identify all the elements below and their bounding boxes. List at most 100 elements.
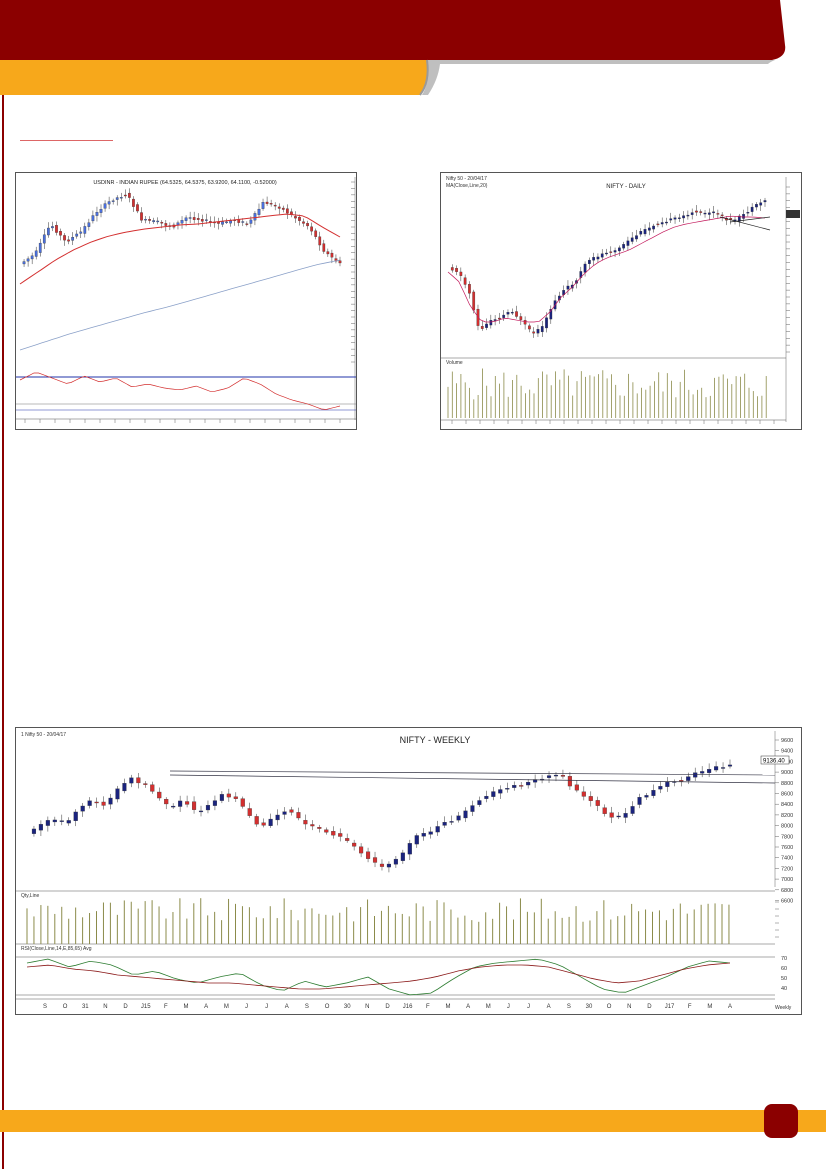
candle-body bbox=[75, 233, 79, 237]
candle-body bbox=[515, 311, 518, 317]
candle-body bbox=[596, 256, 600, 260]
candle-body bbox=[314, 230, 318, 237]
candle-body bbox=[257, 208, 261, 215]
candle-body bbox=[66, 820, 71, 824]
candle-body bbox=[523, 320, 527, 325]
candle-body bbox=[83, 226, 87, 234]
candle-body bbox=[281, 207, 285, 210]
nifty-weekly-period-label: Weekly bbox=[775, 1005, 792, 1011]
candle-body bbox=[506, 312, 510, 315]
page-number-badge bbox=[764, 1104, 798, 1138]
date-tick-label: O bbox=[63, 1004, 68, 1010]
date-tick-label: S bbox=[43, 1004, 47, 1010]
candle-body bbox=[164, 223, 168, 226]
candle-body bbox=[31, 828, 37, 834]
candle-body bbox=[150, 784, 155, 792]
rsi-tick-label: 50 bbox=[781, 976, 787, 982]
candle-body bbox=[637, 797, 642, 805]
candle-body bbox=[618, 247, 621, 252]
usdinr-date-axis bbox=[16, 418, 356, 423]
candle-body bbox=[129, 777, 134, 784]
candle-body bbox=[196, 218, 200, 220]
candle-body bbox=[682, 215, 685, 219]
candle-body bbox=[755, 204, 758, 208]
price-tick-label: 9400 bbox=[781, 749, 793, 755]
candle-body bbox=[600, 253, 604, 258]
candle-body bbox=[707, 212, 711, 215]
date-tick-label: N bbox=[365, 1004, 369, 1010]
nifty-daily-ma-label: MA(Close,Line,20) bbox=[446, 183, 488, 189]
candle-body bbox=[660, 222, 664, 225]
candle-body bbox=[463, 810, 468, 819]
nifty-weekly-volume-label: Qty,Line bbox=[21, 893, 39, 899]
price-tick-label: 8200 bbox=[781, 813, 793, 819]
candle-body bbox=[310, 824, 315, 827]
usdinr-ma-long bbox=[19, 259, 341, 351]
candle-body bbox=[345, 838, 350, 841]
rsi-average bbox=[26, 962, 731, 990]
candle-body bbox=[643, 229, 647, 235]
candle-body bbox=[400, 852, 405, 861]
candle-body bbox=[512, 785, 517, 788]
nifty-daily-trendline bbox=[729, 216, 771, 223]
candle-body bbox=[613, 250, 617, 253]
price-tick-label: 7600 bbox=[781, 845, 793, 851]
candle-body bbox=[67, 239, 70, 242]
candle-body bbox=[164, 798, 169, 805]
candle-body bbox=[372, 857, 378, 863]
date-tick-label: J bbox=[507, 1004, 510, 1010]
candle-body bbox=[472, 291, 476, 311]
candle-body bbox=[205, 805, 211, 811]
candle-body bbox=[101, 801, 106, 806]
rsi-line bbox=[26, 958, 731, 996]
candle-body bbox=[510, 311, 514, 314]
candle-body bbox=[115, 788, 120, 800]
date-tick-label: S bbox=[567, 1004, 571, 1010]
candle-body bbox=[240, 798, 245, 807]
candle-body bbox=[107, 201, 111, 205]
candle-body bbox=[493, 319, 497, 321]
candle-body bbox=[55, 225, 58, 233]
nifty-weekly-header: 1 Nifty 50 - 20/04/17 bbox=[21, 732, 66, 738]
date-tick-label: F bbox=[164, 1004, 168, 1010]
candle-body bbox=[188, 217, 192, 219]
candle-body bbox=[128, 192, 131, 198]
candle-body bbox=[225, 221, 228, 224]
trendline-resistance bbox=[169, 770, 776, 776]
candle-body bbox=[221, 221, 224, 225]
last-price-label: 9136.40 bbox=[763, 759, 785, 765]
date-tick-label: O bbox=[607, 1004, 612, 1010]
candle-body bbox=[485, 323, 488, 328]
candle-body bbox=[712, 211, 715, 214]
candle-body bbox=[505, 788, 510, 790]
candle-body bbox=[63, 235, 66, 241]
usdinr-oscillator bbox=[16, 372, 356, 411]
candle-body bbox=[519, 316, 523, 320]
nifty-daily-lines bbox=[447, 215, 771, 323]
candle-body bbox=[669, 218, 673, 221]
date-tick-label: M bbox=[224, 1004, 229, 1010]
price-tick-label: 8400 bbox=[781, 802, 793, 808]
candle-body bbox=[560, 775, 566, 777]
date-tick-label: M bbox=[707, 1004, 712, 1010]
nifty-daily-chart: Nifty 50 - 20/04/17 MA(Close,Line,20) NI… bbox=[440, 172, 802, 430]
candle-body bbox=[42, 234, 46, 244]
candle-body bbox=[219, 794, 224, 801]
nifty-weekly-price-axis: 9600940092009000880086008400820080007800… bbox=[760, 731, 793, 905]
candle-body bbox=[157, 791, 162, 799]
candle-body bbox=[468, 284, 471, 294]
candle-body bbox=[489, 320, 493, 326]
candle-body bbox=[700, 771, 705, 774]
page-left-border bbox=[2, 0, 4, 1169]
candle-body bbox=[289, 809, 294, 813]
candle-body bbox=[160, 221, 164, 224]
candle-body bbox=[87, 800, 92, 806]
candle-body bbox=[191, 801, 197, 810]
candle-body bbox=[540, 326, 544, 333]
nifty-daily-header: Nifty 50 - 20/04/17 bbox=[446, 176, 487, 182]
usdinr-chart-title: USDINR - INDIAN RUPEE (64.5325, 64.5375,… bbox=[93, 180, 277, 186]
candle-body bbox=[553, 774, 559, 777]
candle-body bbox=[605, 252, 608, 255]
candle-body bbox=[184, 217, 188, 221]
candle-body bbox=[178, 800, 183, 807]
